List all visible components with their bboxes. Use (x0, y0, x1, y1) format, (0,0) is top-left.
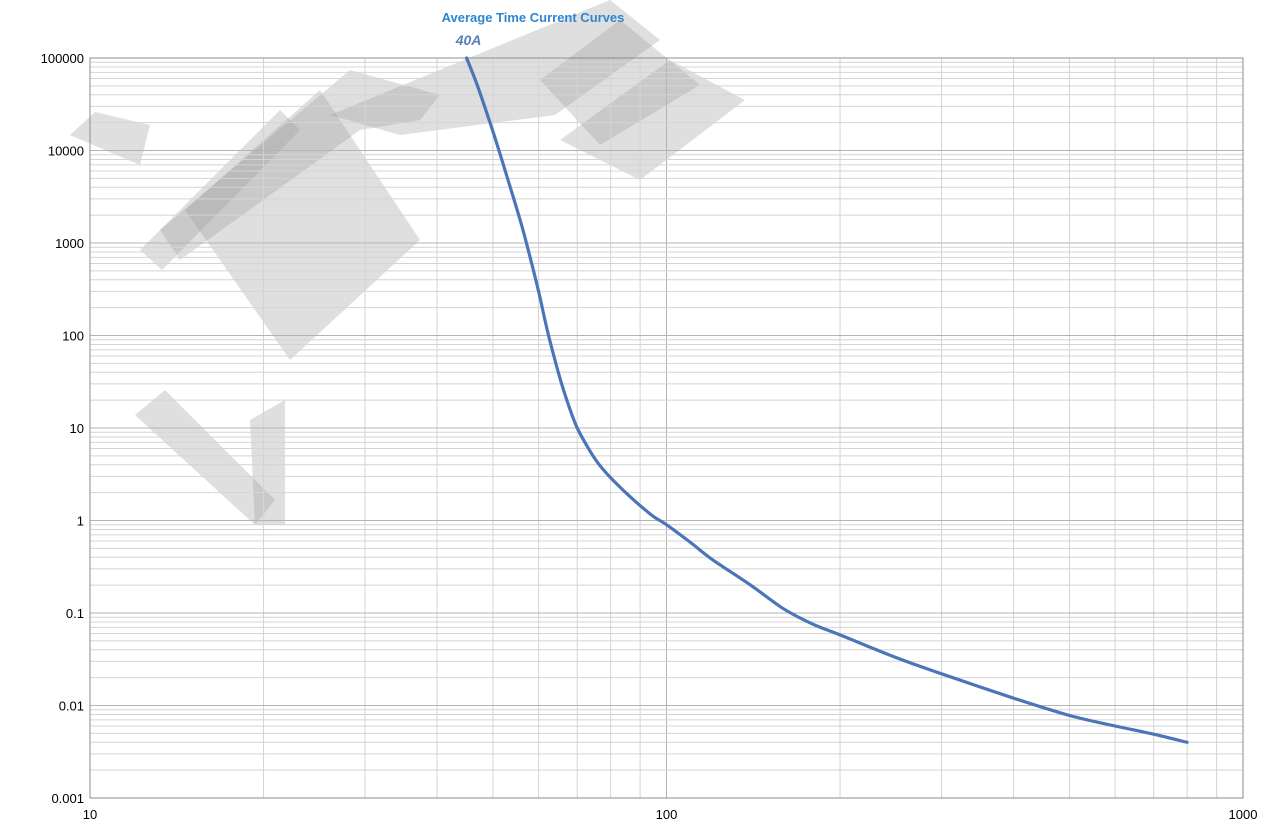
y-tick-label: 1 (77, 514, 84, 529)
x-tick-label: 100 (656, 807, 678, 822)
y-tick-label: 0.1 (66, 606, 84, 621)
series-group: 40A (455, 32, 1189, 744)
watermark-stroke (330, 0, 660, 135)
y-tick-label: 1000 (55, 236, 84, 251)
x-axis-ticks: 10 100 1000 (83, 807, 1258, 822)
series-label: 40A (455, 32, 482, 48)
y-tick-label: 0.01 (59, 699, 84, 714)
y-axis-ticks: 100000 10000 1000 100 10 1 0.1 0.01 0.001 (41, 51, 84, 806)
plot-area (89, 57, 1244, 799)
x-tick-label: 1000 (1229, 807, 1258, 822)
series-line-40a (465, 56, 1189, 744)
watermark-stroke (540, 20, 700, 145)
watermark-stroke (250, 400, 285, 525)
watermark-stroke (135, 390, 275, 525)
watermark-stroke (185, 90, 420, 360)
y-tick-label: 100 (62, 329, 84, 344)
y-tick-label: 100000 (41, 51, 84, 66)
chart-grid (89, 57, 1244, 799)
y-tick-label: 10 (70, 421, 84, 436)
chart-title: Average Time Current Curves (442, 10, 625, 25)
y-tick-label: 10000 (48, 144, 84, 159)
x-tick-label: 10 (83, 807, 97, 822)
y-tick-label: 0.001 (51, 791, 84, 806)
